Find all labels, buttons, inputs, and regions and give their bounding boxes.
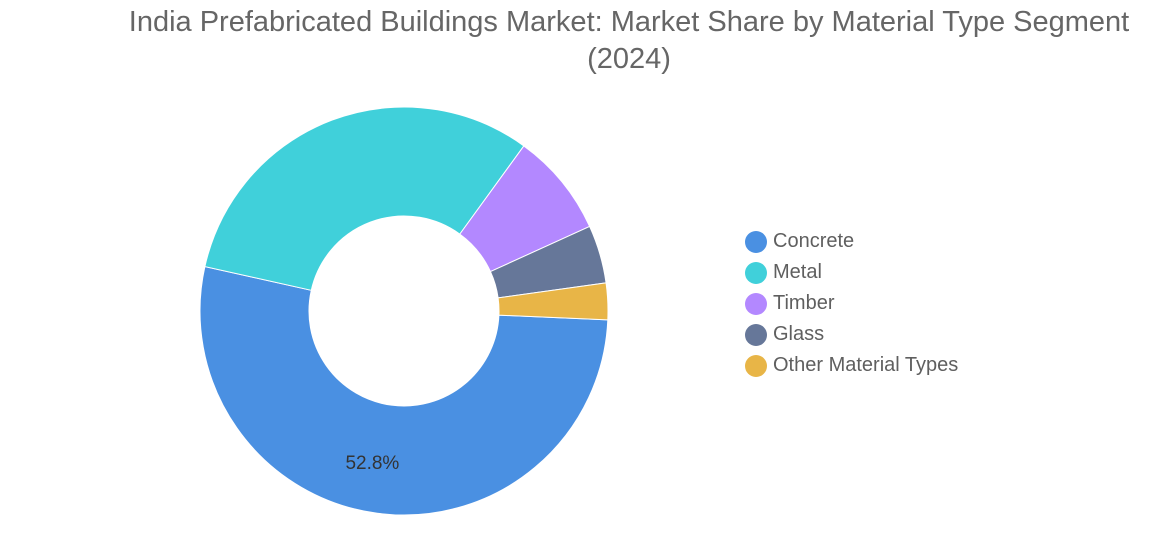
legend-label: Glass — [773, 323, 825, 345]
legend-swatch — [745, 230, 767, 253]
chart-legend: Concrete Metal Timber Glass Other Material T… — [745, 226, 958, 381]
legend-item-concrete[interactable]: Concrete — [745, 226, 958, 257]
chart-title-line-2: (2024) — [587, 43, 671, 75]
legend-item-metal[interactable]: Metal — [745, 257, 958, 288]
legend-item-timber[interactable]: Timber — [745, 288, 958, 319]
chart-title: India Prefabricated Buildings Market: Ma… — [0, 4, 1162, 78]
legend-swatch — [745, 261, 767, 284]
legend-item-glass[interactable]: Glass — [745, 319, 958, 350]
slice-other-material-types[interactable] — [497, 282, 609, 321]
slice-metal[interactable] — [204, 106, 525, 291]
slice-concrete[interactable] — [199, 265, 609, 516]
legend-swatch — [745, 323, 767, 346]
legend-label: Timber — [773, 292, 835, 314]
legend-swatch — [745, 354, 767, 377]
legend-swatch — [745, 292, 767, 315]
data-label-concrete: 52.8% — [345, 453, 399, 474]
legend-item-other-material-types[interactable]: Other Material Types — [745, 350, 958, 381]
chart-title-line-1: India Prefabricated Buildings Market: Ma… — [128, 6, 1130, 38]
legend-label: Other Material Types — [773, 354, 959, 376]
legend-label: Metal — [773, 261, 822, 283]
legend-label: Concrete — [773, 230, 855, 252]
